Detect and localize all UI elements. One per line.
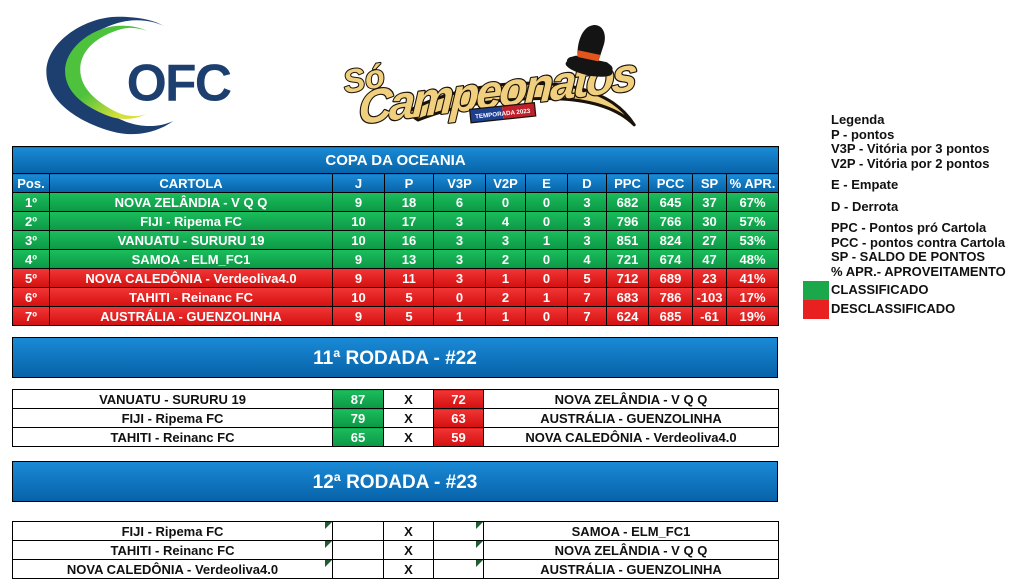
svg-text:OFC: OFC: [127, 54, 231, 112]
